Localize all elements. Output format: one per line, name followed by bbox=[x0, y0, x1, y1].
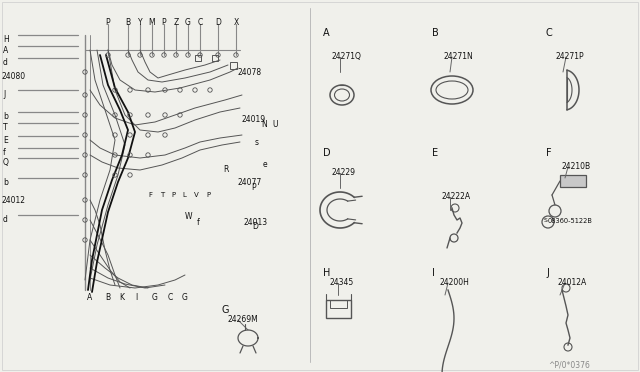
Text: T: T bbox=[160, 192, 164, 198]
Text: R: R bbox=[223, 165, 228, 174]
Text: 24012A: 24012A bbox=[558, 278, 588, 287]
Text: d: d bbox=[3, 58, 8, 67]
Text: 24222A: 24222A bbox=[442, 192, 471, 201]
Text: D: D bbox=[323, 148, 331, 158]
Text: ^P/0*0376: ^P/0*0376 bbox=[548, 360, 590, 369]
Text: P: P bbox=[251, 183, 255, 192]
Text: F: F bbox=[148, 192, 152, 198]
Text: W: W bbox=[185, 212, 193, 221]
Text: P: P bbox=[162, 18, 166, 27]
Text: 24200H: 24200H bbox=[440, 278, 470, 287]
Text: G: G bbox=[222, 305, 230, 315]
Text: f: f bbox=[197, 218, 200, 227]
Text: 24012: 24012 bbox=[2, 196, 26, 205]
Text: L: L bbox=[182, 192, 186, 198]
Text: 24210B: 24210B bbox=[562, 162, 591, 171]
Text: Y: Y bbox=[138, 18, 142, 27]
Text: I: I bbox=[135, 293, 137, 302]
Text: B: B bbox=[432, 28, 439, 38]
Text: 24269M: 24269M bbox=[228, 315, 259, 324]
Bar bbox=[330, 300, 347, 308]
Text: 08360-5122B: 08360-5122B bbox=[548, 218, 593, 224]
Text: C: C bbox=[197, 18, 203, 27]
Bar bbox=[230, 62, 237, 69]
Bar bbox=[195, 55, 201, 61]
Text: B: B bbox=[106, 293, 111, 302]
Text: A: A bbox=[88, 293, 93, 302]
Text: Z: Z bbox=[173, 18, 179, 27]
Text: A: A bbox=[3, 46, 8, 55]
Text: C: C bbox=[546, 28, 553, 38]
Text: b: b bbox=[3, 178, 8, 187]
Text: J: J bbox=[3, 90, 5, 99]
Text: 24019: 24019 bbox=[242, 115, 266, 124]
Text: d: d bbox=[3, 215, 8, 224]
Bar bbox=[560, 175, 586, 187]
Text: T: T bbox=[3, 123, 8, 132]
Text: P: P bbox=[171, 192, 175, 198]
Text: 24078: 24078 bbox=[237, 68, 261, 77]
Text: 24271P: 24271P bbox=[556, 52, 584, 61]
Text: 24229: 24229 bbox=[332, 168, 356, 177]
Text: Q: Q bbox=[3, 158, 9, 167]
Bar bbox=[212, 55, 218, 61]
Text: e: e bbox=[263, 160, 268, 169]
Text: D: D bbox=[215, 18, 221, 27]
Text: S: S bbox=[544, 218, 548, 222]
Text: D: D bbox=[252, 222, 258, 231]
Text: P: P bbox=[106, 18, 110, 27]
Text: s: s bbox=[255, 138, 259, 147]
Text: N: N bbox=[261, 120, 267, 129]
Text: 24077: 24077 bbox=[237, 178, 261, 187]
Text: 24013: 24013 bbox=[244, 218, 268, 227]
Text: f: f bbox=[3, 148, 6, 157]
Text: K: K bbox=[120, 293, 125, 302]
Text: U: U bbox=[272, 120, 278, 129]
Text: A: A bbox=[323, 28, 330, 38]
Text: X: X bbox=[234, 18, 239, 27]
Text: G: G bbox=[182, 293, 188, 302]
Text: H: H bbox=[3, 35, 9, 44]
Text: P: P bbox=[206, 192, 210, 198]
Text: 24080: 24080 bbox=[2, 72, 26, 81]
Text: I: I bbox=[432, 268, 435, 278]
Bar bbox=[326, 300, 351, 318]
Text: 24271N: 24271N bbox=[444, 52, 474, 61]
Text: J: J bbox=[546, 268, 549, 278]
Text: B: B bbox=[125, 18, 131, 27]
Text: M: M bbox=[148, 18, 156, 27]
Text: V: V bbox=[194, 192, 198, 198]
Text: G: G bbox=[185, 18, 191, 27]
Text: H: H bbox=[323, 268, 330, 278]
Text: G: G bbox=[152, 293, 158, 302]
Text: 24345: 24345 bbox=[330, 278, 355, 287]
Text: E: E bbox=[3, 136, 8, 145]
Text: E: E bbox=[432, 148, 438, 158]
Text: F: F bbox=[546, 148, 552, 158]
Text: b: b bbox=[3, 112, 8, 121]
Text: 24271Q: 24271Q bbox=[332, 52, 362, 61]
Text: C: C bbox=[168, 293, 173, 302]
